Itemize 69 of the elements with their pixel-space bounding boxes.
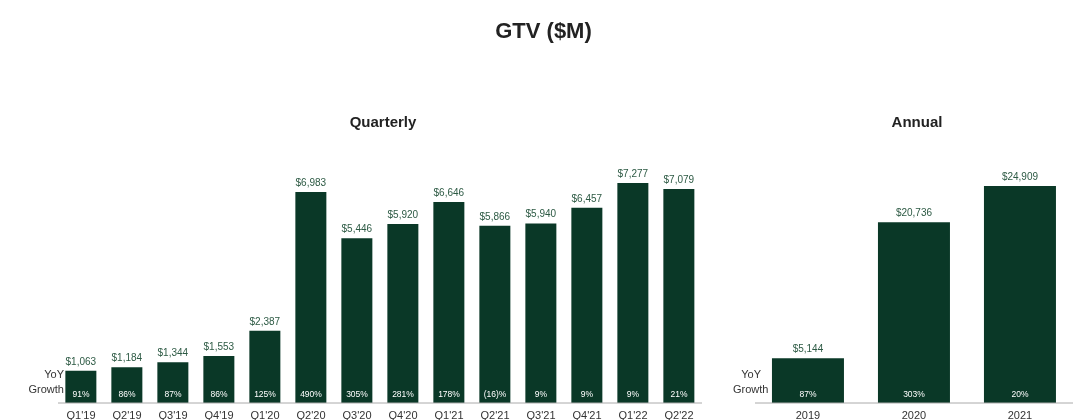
chart-title: Quarterly: [348, 113, 418, 130]
bar: [525, 223, 557, 403]
bar: [433, 202, 465, 403]
x-tick-label: Q4'20: [388, 408, 418, 420]
annotation: 21%: [670, 389, 688, 399]
x-tick-label: Q2'19: [112, 408, 142, 420]
data-label: $6,457: [571, 192, 603, 204]
annotation: 87%: [164, 389, 182, 399]
annotation: 87%: [799, 389, 817, 399]
annotation: 303%: [903, 389, 926, 399]
data-label: $5,920: [387, 209, 419, 221]
annotation: 125%: [254, 389, 277, 399]
bar: [341, 238, 373, 403]
data-label: $7,079: [663, 173, 695, 185]
bar: [111, 367, 143, 403]
annotation: 305%: [346, 389, 369, 399]
annotation: 20%: [1011, 389, 1029, 399]
x-tick-label: Q1'19: [66, 408, 96, 420]
x-tick-label: Q2'20: [296, 408, 326, 420]
bar: [663, 188, 695, 403]
annotation: YoY Growth: [27, 367, 64, 397]
data-label: $1,184: [111, 352, 143, 364]
bar: [249, 330, 281, 403]
annotation: 178%: [438, 389, 461, 399]
data-label: $5,446: [341, 223, 373, 235]
x-tick-label: Q1'21: [434, 408, 464, 420]
bar: [157, 362, 189, 403]
data-label: $6,983: [295, 176, 327, 188]
text: GTV ($M): [494, 18, 593, 44]
chart-title: Annual: [890, 113, 944, 130]
data-label: $5,866: [479, 210, 511, 222]
bar: [387, 224, 419, 403]
data-label: $5,144: [792, 343, 824, 355]
annotation: 281%: [392, 389, 415, 399]
annotation: 91%: [72, 389, 90, 399]
bar: [571, 207, 603, 403]
annotation: 490%: [300, 389, 323, 399]
x-tick-label: Q1'22: [618, 408, 648, 420]
x-tick-label: 2021: [1007, 408, 1033, 420]
x-tick-label: Q2'22: [664, 408, 694, 420]
x-tick-label: Q3'19: [158, 408, 188, 420]
bar: [203, 356, 235, 403]
x-tick-label: Q4'19: [204, 408, 234, 420]
x-tick-label: 2019: [795, 408, 821, 420]
data-label: $6,646: [433, 187, 465, 199]
x-tick-label: Q3'21: [526, 408, 556, 420]
data-label: $2,387: [249, 315, 281, 327]
x-tick-label: 2020: [901, 408, 927, 420]
annotation: 86%: [118, 389, 136, 399]
x-tick-label: Q4'21: [572, 408, 602, 420]
x-tick-label: Q2'21: [480, 408, 510, 420]
data-label: $20,736: [895, 207, 933, 219]
annotation: 9%: [626, 389, 640, 399]
x-tick-label: Q1'20: [250, 408, 280, 420]
data-label: $7,277: [617, 168, 649, 179]
annotation: 9%: [580, 389, 594, 399]
annotation: 9%: [534, 389, 548, 399]
x-tick-label: Q3'20: [342, 408, 372, 420]
bar: [617, 183, 649, 403]
data-label: $1,344: [157, 347, 189, 359]
annotation: (16)%: [483, 389, 507, 399]
data-label: $24,909: [1001, 171, 1039, 182]
bar: [295, 191, 327, 403]
data-label: $1,063: [65, 355, 97, 367]
data-label: $1,553: [203, 341, 235, 353]
bar: [479, 225, 511, 403]
annotation: YoY Growth: [733, 367, 769, 397]
data-label: $5,940: [525, 208, 557, 220]
annotation: 86%: [210, 389, 228, 399]
